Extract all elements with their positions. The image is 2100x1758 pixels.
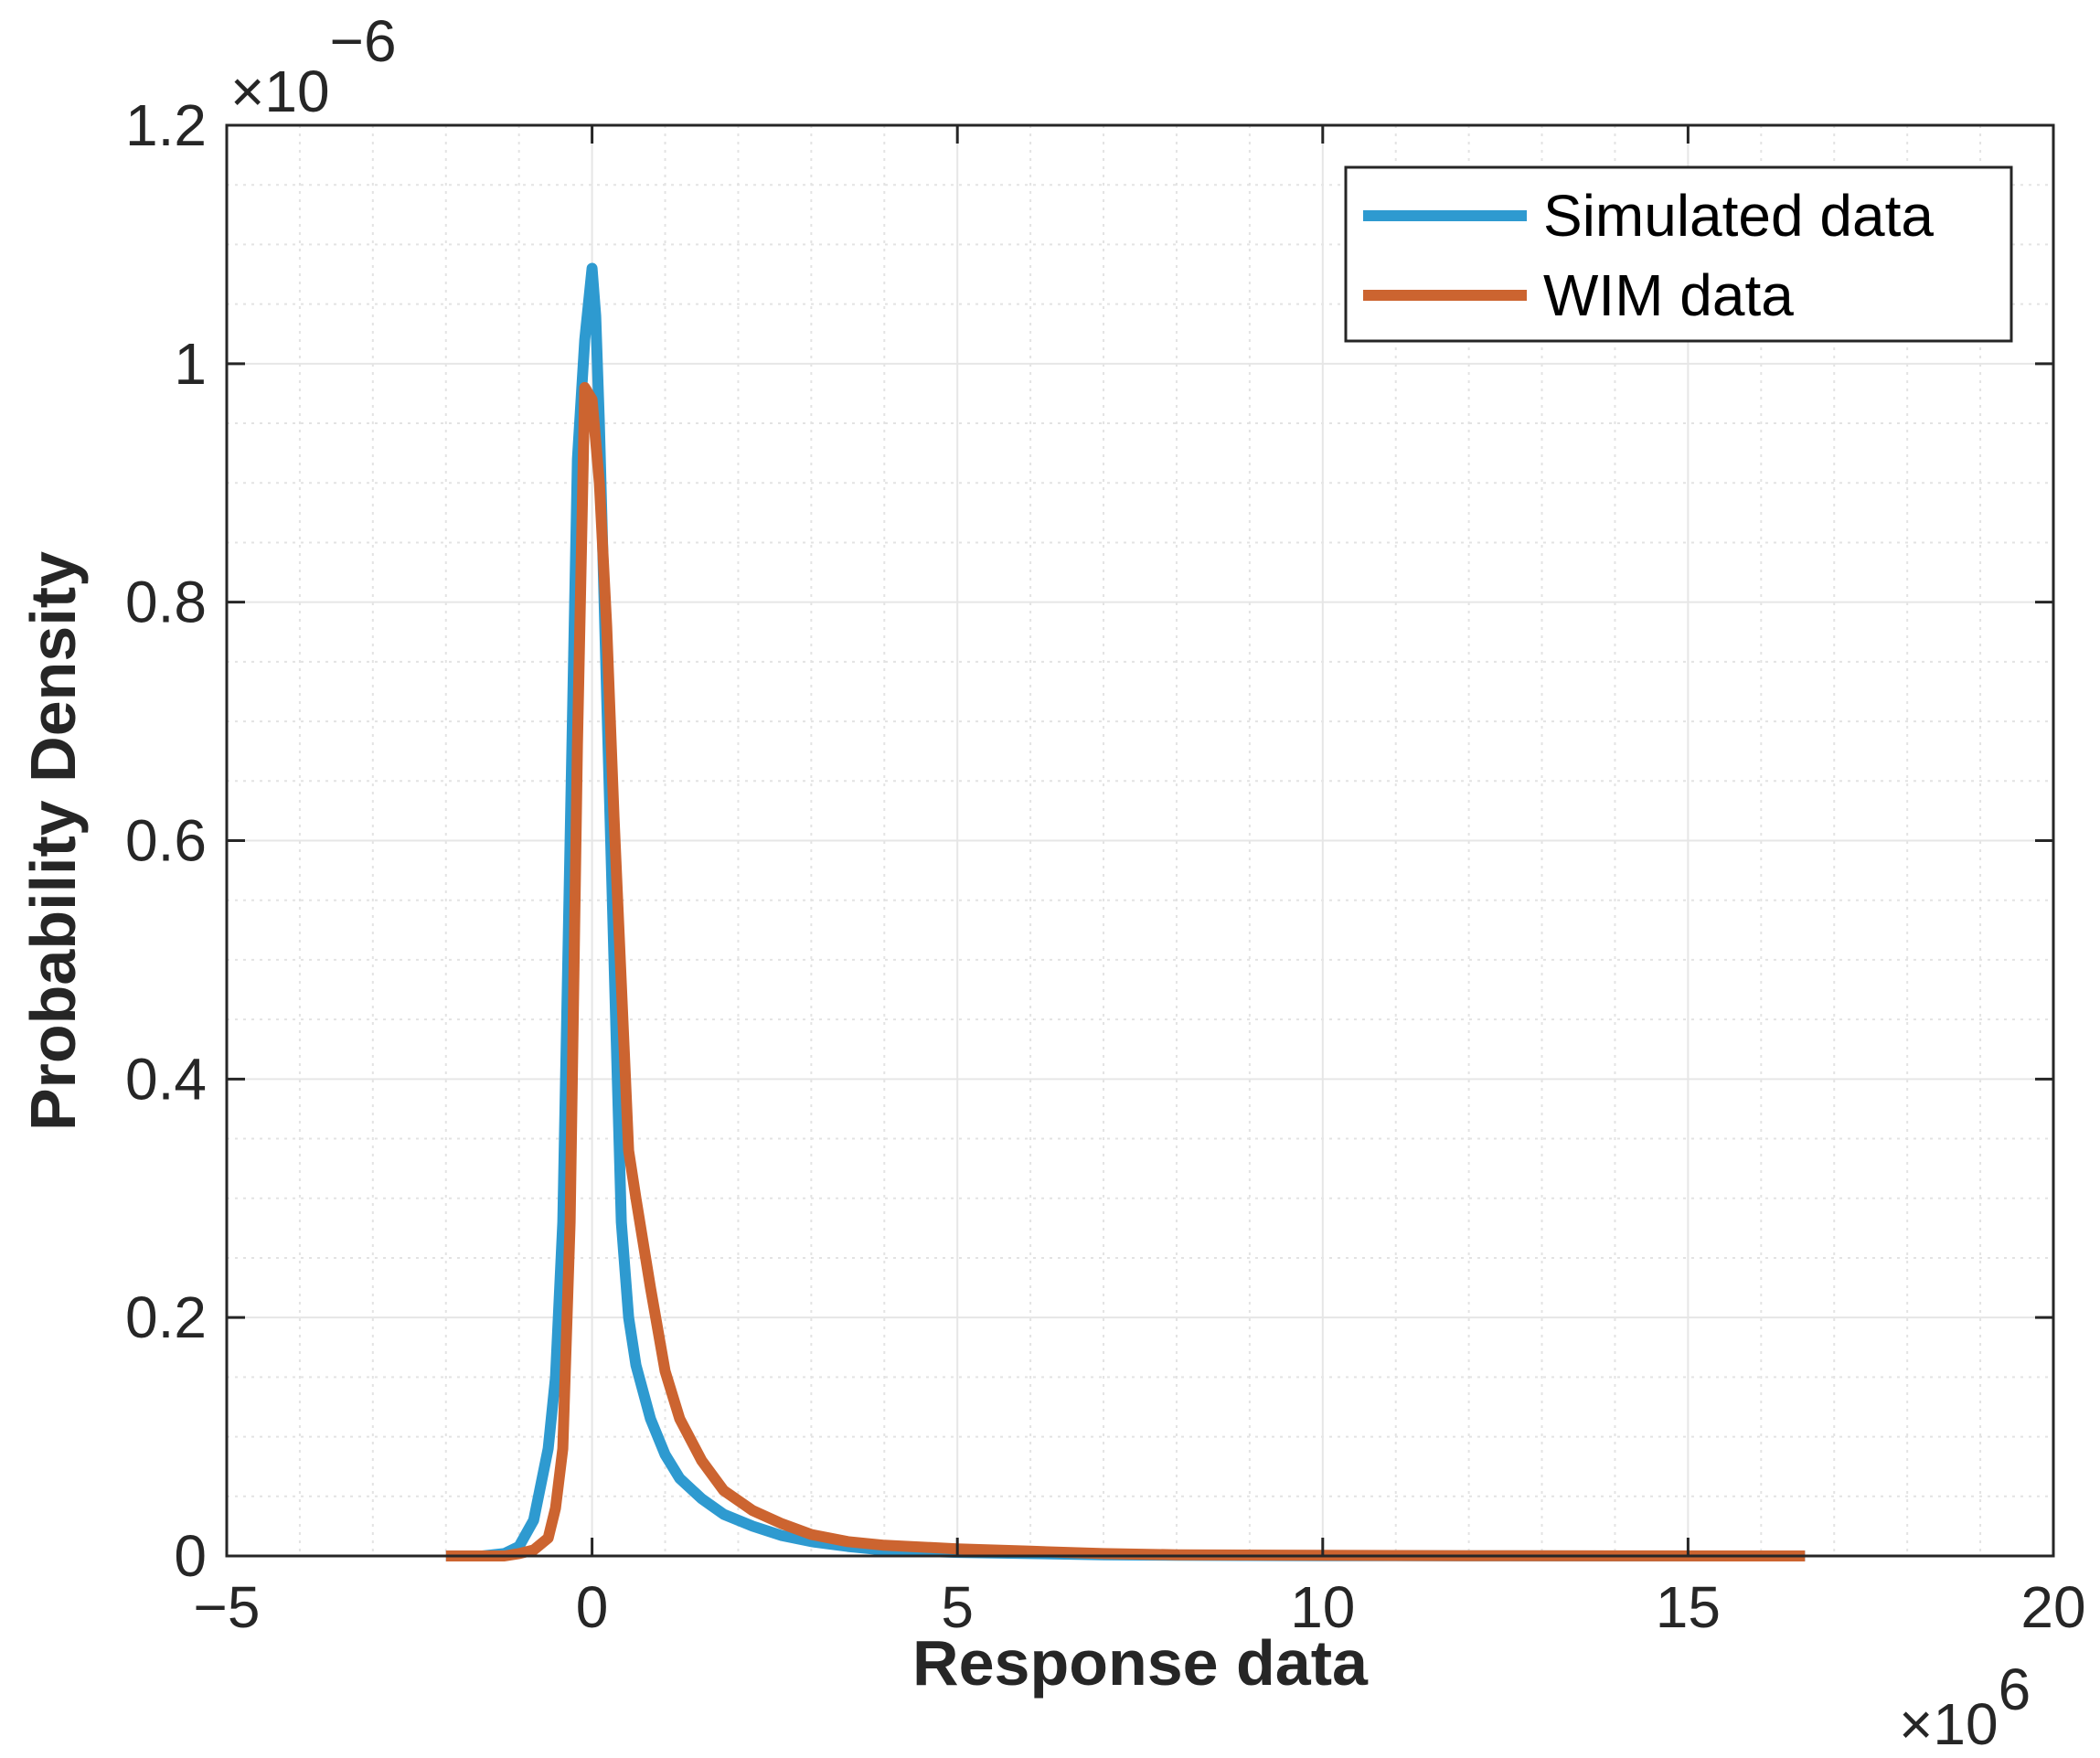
x-exponent-power: 6 xyxy=(1999,1657,2031,1722)
y-tick-label: 0.6 xyxy=(125,808,207,874)
legend-label-simulated: Simulated data xyxy=(1543,183,1934,249)
x-exponent-base: ×10 xyxy=(1899,1691,1999,1757)
legend: Simulated data WIM data xyxy=(1344,165,2013,343)
y-tick-label: 0.2 xyxy=(125,1284,207,1350)
ticks xyxy=(225,123,2055,1558)
legend-box xyxy=(1344,165,2013,343)
y-tick-label: 0.4 xyxy=(125,1046,207,1112)
y-tick-label: 1 xyxy=(174,331,207,397)
y-tick-labels: 0 0.2 0.4 0.6 0.8 1 1.2 xyxy=(125,92,207,1589)
x-tick-label: 15 xyxy=(1656,1574,1721,1640)
x-tick-label: 10 xyxy=(1290,1574,1355,1640)
y-exponent-base: ×10 xyxy=(230,59,330,124)
y-exponent: ×10−6 xyxy=(230,8,397,124)
x-exponent: ×106 xyxy=(1899,1657,2031,1757)
x-tick-label: 5 xyxy=(941,1574,974,1640)
series-lines xyxy=(445,262,1806,1561)
x-tick-labels: −5 0 5 10 15 20 xyxy=(194,1574,2086,1640)
x-tick-label: 20 xyxy=(2020,1574,2085,1640)
legend-label-wim: WIM data xyxy=(1543,262,1794,328)
minor-grid xyxy=(227,125,2053,1556)
x-axis-title: Response data xyxy=(912,1627,1369,1699)
y-tick-label: 1.2 xyxy=(125,92,207,158)
y-axis-title: Probability Density xyxy=(17,551,89,1131)
series-line-wim xyxy=(445,381,1806,1561)
y-tick-label: 0.8 xyxy=(125,570,207,635)
x-tick-label: 0 xyxy=(576,1574,609,1640)
x-tick-label: −5 xyxy=(194,1574,261,1640)
y-exponent-power: −6 xyxy=(330,8,397,74)
y-tick-label: 0 xyxy=(174,1523,207,1589)
